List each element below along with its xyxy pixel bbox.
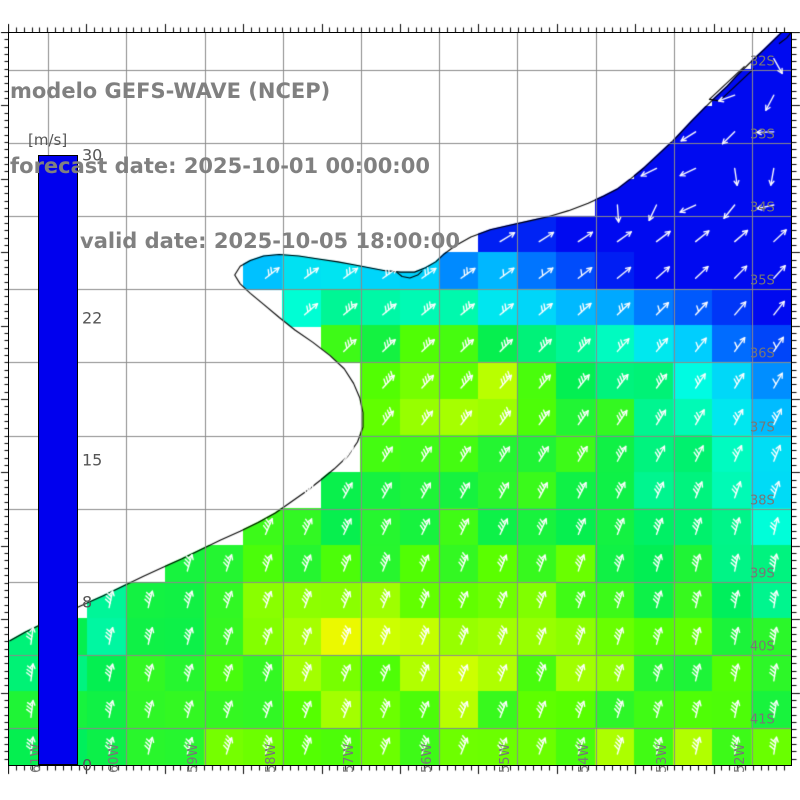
title-forecast-line: forecast date: 2025-10-01 00:00:00 bbox=[10, 154, 430, 178]
lat-label-38S: 38S bbox=[750, 493, 775, 509]
map-plot-area bbox=[9, 33, 791, 765]
colorbar-tick-15: 15 bbox=[82, 450, 103, 470]
lat-label-40S: 40S bbox=[750, 639, 775, 655]
lat-label-33S: 33S bbox=[750, 127, 775, 143]
tick-canvas bbox=[792, 32, 800, 766]
axis-ticks-right bbox=[792, 32, 800, 766]
lon-label-60W: 60W bbox=[107, 743, 123, 773]
lon-label-58W: 58W bbox=[263, 743, 279, 773]
title-valid-line: valid date: 2025-10-05 18:00:00 bbox=[80, 229, 460, 253]
colorbar-tick-8: 8 bbox=[82, 592, 93, 612]
lat-label-35S: 35S bbox=[750, 273, 775, 289]
tick-canvas bbox=[8, 766, 792, 775]
lat-label-41S: 41S bbox=[750, 712, 775, 728]
lat-label-37S: 37S bbox=[750, 420, 775, 436]
colorbar-gradient bbox=[38, 155, 78, 765]
lat-label-34S: 34S bbox=[750, 200, 775, 216]
map-frame bbox=[8, 32, 792, 766]
page-title: modelo GEFS-WAVE (NCEP) forecast date: 2… bbox=[10, 29, 530, 304]
lon-label-56W: 56W bbox=[420, 743, 436, 773]
axis-ticks-left bbox=[0, 32, 9, 766]
axis-ticks-top bbox=[8, 23, 792, 32]
colorbar bbox=[38, 155, 78, 765]
lon-label-53W: 53W bbox=[654, 743, 670, 773]
colorbar-unit-label: [m/s] bbox=[28, 131, 68, 149]
colorbar-tick-30: 30 bbox=[82, 145, 103, 165]
lon-label-55W: 55W bbox=[498, 743, 514, 773]
lon-label-59W: 59W bbox=[185, 743, 201, 773]
colorbar-tick-0: 0 bbox=[82, 755, 93, 775]
lat-label-32S: 32S bbox=[750, 54, 775, 70]
lon-label-57W: 57W bbox=[341, 743, 357, 773]
title-model-line: modelo GEFS-WAVE (NCEP) bbox=[10, 79, 331, 103]
lon-label-52W: 52W bbox=[732, 743, 748, 773]
lat-label-36S: 36S bbox=[750, 346, 775, 362]
axis-ticks-bottom bbox=[8, 766, 792, 775]
lat-label-39S: 39S bbox=[750, 566, 775, 582]
wind-barbs-layer bbox=[9, 33, 791, 765]
tick-canvas bbox=[0, 32, 9, 766]
tick-canvas bbox=[8, 23, 792, 32]
lon-label-54W: 54W bbox=[576, 743, 592, 773]
colorbar-tick-22: 22 bbox=[82, 308, 103, 328]
